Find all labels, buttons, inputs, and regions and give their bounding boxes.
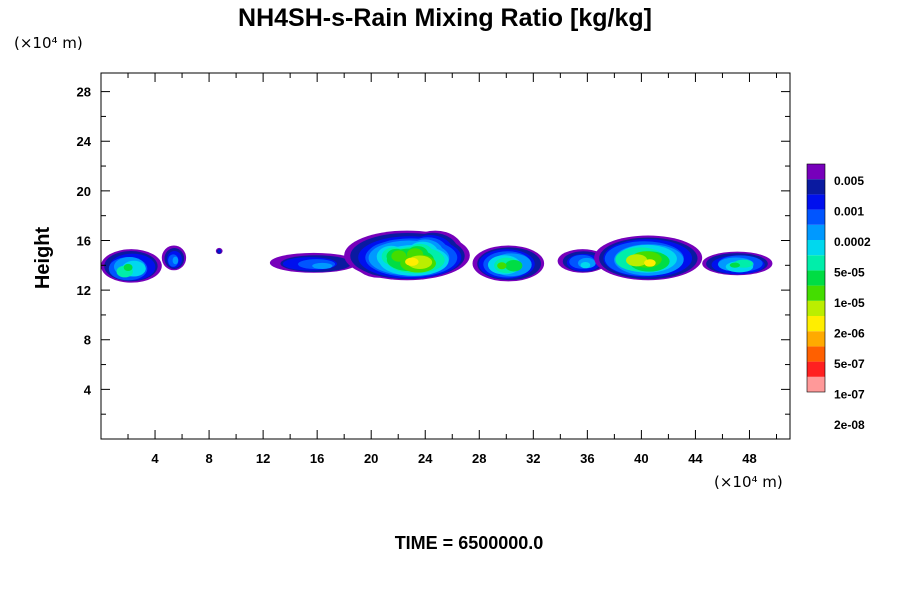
contour-blob	[123, 263, 133, 272]
contour-blob	[391, 250, 407, 262]
contour-field	[101, 230, 773, 283]
legend-label: 5e-05	[834, 266, 865, 280]
legend: 0.005 0.001 0.0002 5e-05 1e-05 2e-06 5e-07 1e-0…	[806, 163, 871, 432]
y-tick-label: 4	[84, 382, 92, 397]
legend-swatch	[807, 209, 825, 225]
contour-blob	[312, 262, 333, 269]
y-tick-label: 20	[77, 184, 91, 199]
x-tick-label: 4	[151, 451, 159, 466]
contour-level	[123, 263, 133, 272]
contour-blob	[505, 259, 523, 272]
x-tick-label: 48	[742, 451, 756, 466]
legend-label: 2e-06	[834, 327, 865, 341]
legend-swatch	[807, 285, 825, 301]
legend-label: 1e-07	[834, 388, 865, 402]
contour-blob	[626, 254, 648, 267]
y-axis-label: Height	[32, 227, 54, 290]
x-tick-label: 20	[364, 451, 378, 466]
legend-swatch	[807, 300, 825, 316]
legend-swatch	[807, 361, 825, 377]
legend-swatch	[807, 164, 825, 180]
contour-blob	[644, 259, 656, 267]
legend-swatch	[807, 346, 825, 362]
contour-level	[497, 262, 507, 270]
legend-label: 0.005	[834, 174, 864, 188]
contour-blob	[172, 256, 179, 265]
x-tick-label: 24	[418, 451, 433, 466]
contour-level	[172, 256, 179, 265]
y-tick-label: 16	[77, 233, 91, 248]
contour-blob	[405, 257, 419, 266]
contour-level	[218, 249, 221, 253]
legend-swatch	[807, 240, 825, 256]
contour-level	[312, 262, 333, 269]
legend-label: 2e-08	[834, 418, 865, 432]
x-tick-label: 28	[472, 451, 486, 466]
legend-label: 1e-05	[834, 296, 865, 310]
plot-frame	[100, 72, 791, 440]
x-tick-label: 40	[634, 451, 648, 466]
x-tick-label: 8	[205, 451, 212, 466]
y-tick-label: 24	[77, 134, 92, 149]
legend-swatch	[807, 179, 825, 195]
contour-level	[729, 262, 741, 268]
y-scale-label: (×10⁴ m)	[14, 34, 83, 52]
y-tick-label: 28	[77, 85, 91, 100]
contour-blob	[497, 262, 507, 270]
x-scale-label: (×10⁴ m)	[714, 473, 783, 491]
legend-label: 5e-07	[834, 357, 865, 371]
legend-swatch	[807, 316, 825, 332]
contour-blob	[729, 262, 741, 268]
legend-swatch	[807, 255, 825, 271]
legend-swatch	[807, 270, 825, 286]
legend-swatch	[807, 331, 825, 347]
time-label: TIME = 6500000.0	[395, 533, 544, 553]
contour-level	[505, 259, 523, 272]
y-tick-label: 8	[84, 333, 91, 348]
y-tick-label: 12	[77, 283, 91, 298]
legend-swatch	[807, 194, 825, 210]
contour-level	[405, 257, 419, 266]
legend-frame	[806, 163, 826, 393]
x-tick-label: 36	[580, 451, 594, 466]
x-tick-label: 44	[688, 451, 703, 466]
legend-swatch	[807, 224, 825, 240]
x-tick-label: 32	[526, 451, 540, 466]
legend-label: 0.0002	[834, 235, 871, 249]
contour-blob	[218, 249, 221, 253]
contour-level	[626, 254, 648, 267]
contour-level	[580, 261, 591, 269]
x-tick-label: 16	[310, 451, 324, 466]
x-tick-label: 12	[256, 451, 270, 466]
contour-level	[644, 259, 656, 267]
contour-blob	[580, 261, 591, 269]
chart-title: NH4SH-s-Rain Mixing Ratio [kg/kg]	[238, 4, 652, 32]
legend-swatch	[807, 376, 825, 392]
legend-label: 0.001	[834, 205, 864, 219]
